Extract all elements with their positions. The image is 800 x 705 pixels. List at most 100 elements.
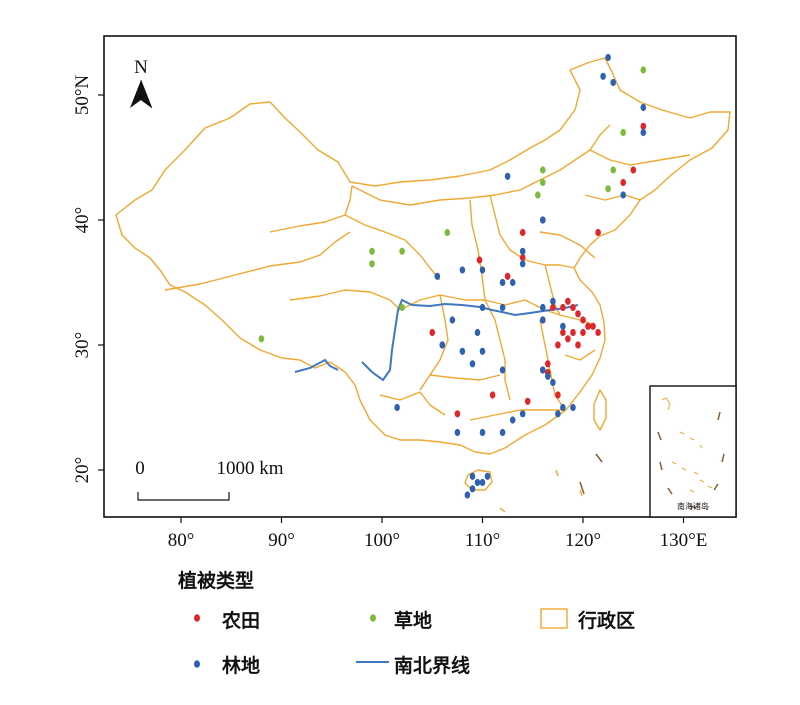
forest-site [479, 428, 486, 437]
forest-site [550, 378, 556, 387]
north-arrow-label: N [134, 57, 148, 78]
south-coast-islands [499, 469, 583, 513]
farmland-site [476, 256, 483, 264]
forest-site [519, 260, 526, 268]
boundary-yunnan [379, 391, 446, 416]
forest-site [560, 403, 566, 412]
farmland-site [560, 328, 566, 337]
grassland-site [444, 228, 451, 237]
forest-site [519, 247, 526, 255]
forest-site [620, 191, 626, 199]
hainan-island [464, 469, 493, 491]
lat-tick-label: 40° [72, 207, 93, 234]
forest-site [509, 416, 516, 424]
grassland-site [540, 178, 546, 187]
boundary-north-china [489, 194, 576, 269]
forest-site [499, 278, 506, 287]
lat-tick-label: 30° [72, 332, 93, 359]
forest-site [540, 366, 546, 374]
lat-tick-label: 20° [72, 457, 93, 484]
sample-sites-layer [258, 53, 647, 499]
boundary-xinjiang-tibet [164, 231, 351, 291]
lon-tick-label: 120° [565, 530, 601, 551]
forest-site [499, 303, 506, 312]
boundary-zhejiang-fujian [564, 349, 596, 361]
forest-site [499, 366, 506, 374]
boundary-xinjiang-qinghai [269, 185, 353, 233]
lon-tick-label: 110° [465, 530, 500, 551]
farmland-site [570, 328, 576, 337]
boundary-qinghai-gansu [344, 214, 441, 281]
province-boundaries [115, 57, 731, 513]
north-arrow-icon [130, 80, 141, 108]
farmland-site [590, 322, 596, 330]
boundary-qinghai-tibet [289, 289, 401, 311]
farmland-site [489, 391, 496, 399]
forest-site [504, 172, 511, 180]
inset-caption: 南海诸岛 [677, 501, 709, 511]
forest-site [464, 491, 471, 499]
farmland-site [429, 328, 436, 337]
north-arrow-icon-right [140, 79, 153, 109]
forest-site [605, 53, 611, 62]
boundary-sichuan-east [419, 294, 449, 391]
south-china-sea-inset [649, 385, 737, 518]
forest-site [479, 347, 486, 355]
boundary-guangdong [469, 409, 565, 421]
farmland-site [570, 303, 576, 312]
scale-bar-line [137, 492, 230, 501]
inset-dashes [657, 411, 725, 509]
boundary-jiangxi [539, 319, 566, 411]
grassland-site [258, 335, 265, 343]
taiwan-island [593, 389, 607, 431]
boundary-guizhou-guangxi [429, 374, 501, 381]
farmland-site [519, 228, 526, 237]
forest-site [560, 322, 566, 330]
grassland-site [369, 247, 375, 255]
forest-site [545, 372, 551, 380]
boundary-heilongjiang-jilin [589, 149, 691, 166]
forest-site [479, 478, 486, 487]
lon-tick-label: 130°E [660, 530, 708, 551]
main-dash-marks [579, 453, 603, 495]
lon-tick-label: 100° [364, 530, 400, 551]
north-arrow: N [130, 57, 153, 109]
map-axes [98, 94, 685, 523]
farmland-site [580, 328, 586, 337]
farmland-site [565, 297, 571, 305]
boundary-inner-mongolia [351, 124, 611, 206]
forest-site [469, 360, 476, 368]
grassland-site [399, 247, 405, 255]
forest-site [640, 128, 647, 137]
forest-site [555, 410, 561, 418]
forest-site [469, 472, 476, 480]
boundary-jilin-liaoning [584, 194, 641, 201]
farmland-site [575, 341, 581, 349]
forest-site [469, 485, 476, 493]
grassland-site [535, 191, 541, 199]
forest-site [509, 278, 516, 287]
farmland-site [565, 335, 571, 343]
forest-site [540, 303, 546, 312]
grassland-site [610, 166, 616, 174]
farmland-site [504, 272, 511, 280]
grassland-site [605, 185, 611, 193]
grassland-site [620, 128, 626, 137]
forest-site [459, 266, 466, 274]
farmland-site [640, 122, 647, 130]
forest-site [570, 403, 576, 412]
farmland-site [550, 303, 556, 312]
lon-tick-label: 90° [268, 530, 295, 551]
forest-site [459, 347, 466, 355]
scale-zero-label: 0 [135, 458, 145, 479]
forest-site [439, 341, 446, 349]
forest-site [610, 78, 616, 87]
farmland-site [555, 341, 561, 349]
scale-bar: 0 1000 km [135, 458, 284, 501]
farmland-site [454, 410, 461, 418]
country-outline [115, 57, 731, 455]
grassland-site [369, 260, 375, 268]
forest-site [484, 472, 491, 480]
farmland-site [630, 166, 637, 174]
